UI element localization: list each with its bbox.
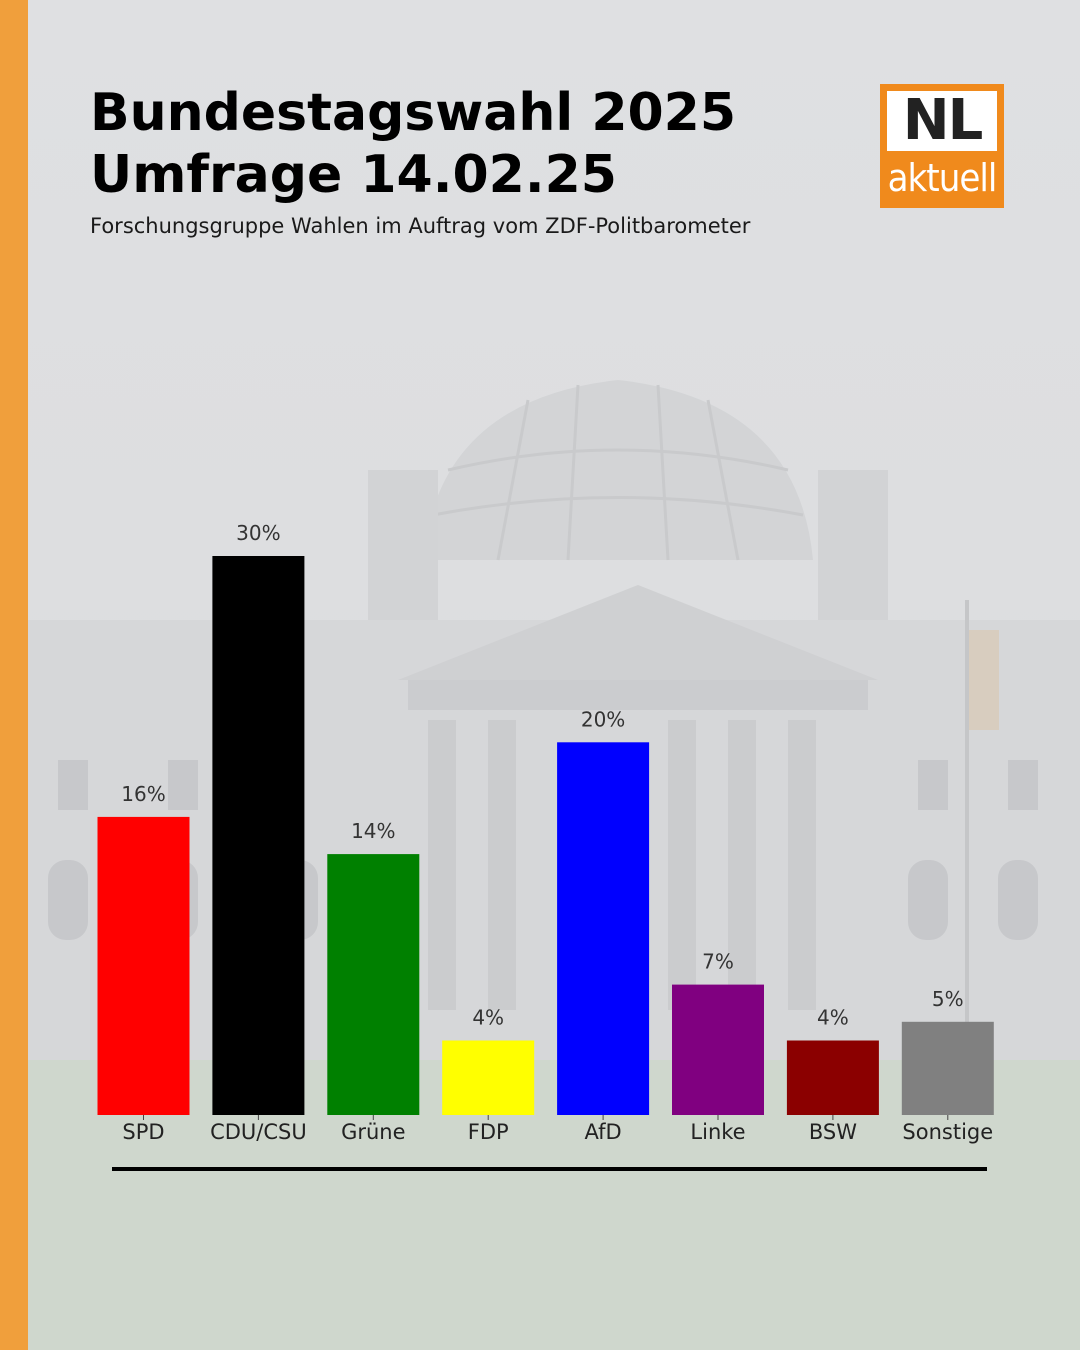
category-label-linke: Linke bbox=[690, 1120, 745, 1144]
reichstag-background-image bbox=[28, 380, 1080, 1350]
category-label-afd: AfD bbox=[585, 1120, 622, 1144]
bar-afd bbox=[557, 742, 650, 1115]
bar-sonstige bbox=[901, 1021, 994, 1115]
bar-cdu-csu bbox=[212, 556, 305, 1115]
bottom-divider-line bbox=[112, 1167, 987, 1171]
category-label-fdp: FDP bbox=[468, 1120, 509, 1144]
value-label-sonstige: 5% bbox=[932, 987, 964, 1011]
value-label-linke: 7% bbox=[702, 950, 734, 974]
bar-gruene bbox=[327, 854, 420, 1115]
category-label-spd: SPD bbox=[122, 1120, 164, 1144]
title-line-1: Bundestagswahl 2025 bbox=[90, 83, 737, 143]
bar-bsw bbox=[786, 1040, 879, 1115]
bar-fdp bbox=[442, 1040, 535, 1115]
bar-spd bbox=[97, 816, 190, 1115]
nl-aktuell-logo: NL aktuell bbox=[880, 84, 1004, 208]
value-label-spd: 16% bbox=[121, 782, 165, 806]
bar-linke bbox=[672, 984, 764, 1115]
category-label-sonstige: Sonstige bbox=[902, 1120, 993, 1144]
subtitle-source: Forschungsgruppe Wahlen im Auftrag vom Z… bbox=[90, 214, 751, 238]
page-title: Bundestagswahl 2025 Umfrage 14.02.25 bbox=[90, 82, 736, 206]
value-label-fdp: 4% bbox=[472, 1006, 504, 1030]
category-label-cdu-csu: CDU/CSU bbox=[210, 1120, 307, 1144]
category-label-gruene: Grüne bbox=[341, 1120, 405, 1144]
logo-aktuell-text: aktuell bbox=[887, 156, 998, 200]
accent-side-bar bbox=[0, 0, 28, 1350]
value-label-cdu-csu: 30% bbox=[236, 521, 280, 545]
value-label-afd: 20% bbox=[581, 707, 625, 731]
value-label-gruene: 14% bbox=[351, 819, 395, 843]
category-label-bsw: BSW bbox=[809, 1120, 857, 1144]
title-line-2: Umfrage 14.02.25 bbox=[90, 145, 617, 205]
value-label-bsw: 4% bbox=[817, 1006, 849, 1030]
logo-nl-text: NL bbox=[887, 91, 997, 151]
